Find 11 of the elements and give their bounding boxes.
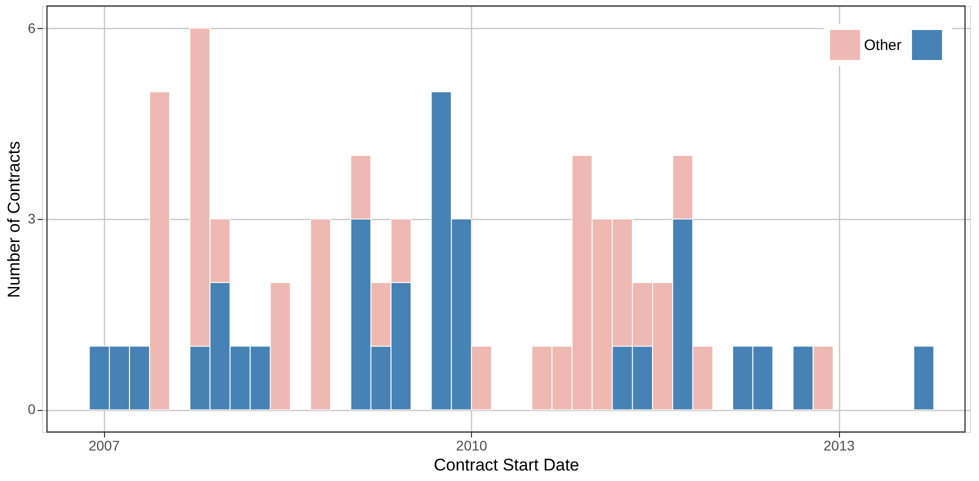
legend-label: Other (864, 37, 902, 54)
x-axis-title: Contract Start Date (434, 456, 580, 474)
y-axis-title: Number of Contracts (4, 141, 24, 298)
x-tick-label: 2013 (824, 438, 855, 454)
y-tick-label: 6 (28, 20, 36, 36)
y-tick-label: 3 (28, 210, 36, 226)
x-tick-label: 2010 (456, 438, 488, 454)
x-tick-label: 2007 (88, 438, 120, 454)
y-tick-label: 0 (28, 401, 36, 418)
bar (913, 346, 934, 410)
bar (310, 218, 331, 410)
